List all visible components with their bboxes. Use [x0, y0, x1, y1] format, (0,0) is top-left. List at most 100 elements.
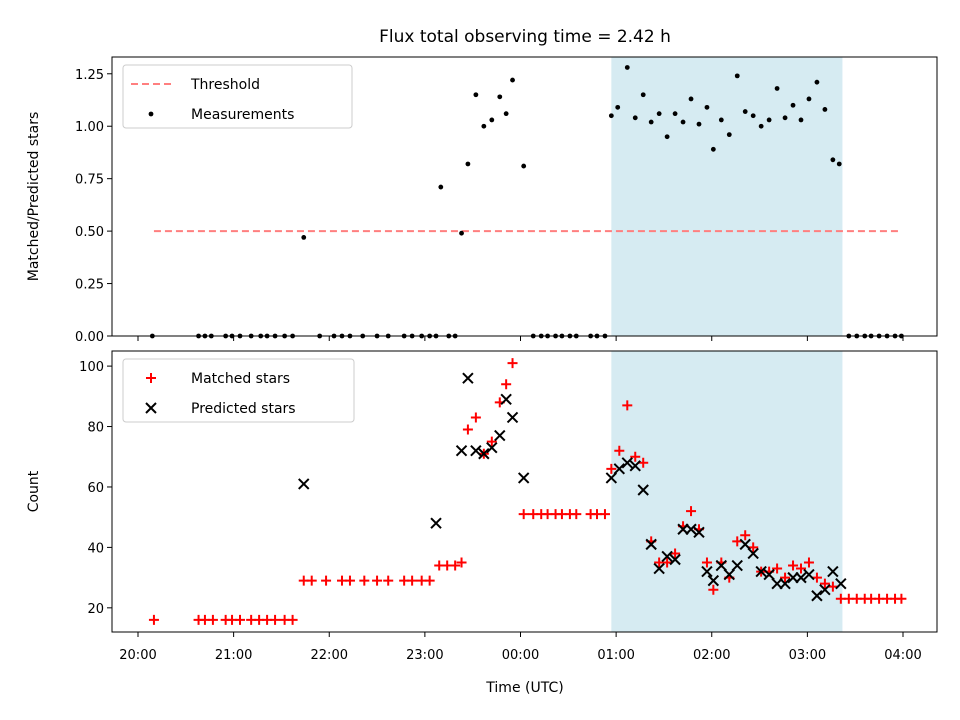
predicted-point [707, 574, 720, 587]
measurement-point [664, 134, 670, 140]
predicted-point [669, 553, 681, 566]
legend-box [122, 64, 353, 129]
predicted-point [430, 517, 442, 529]
predicted-point [613, 463, 626, 475]
measurement-point [656, 111, 662, 117]
x-tick-label: 21:00 [215, 648, 252, 663]
measurement-point [680, 119, 686, 125]
matched-point [606, 463, 617, 474]
predicted-point [462, 372, 474, 384]
predicted-point [701, 565, 713, 578]
matched-point [638, 457, 649, 468]
matched-point [450, 560, 461, 571]
predicted-point [723, 568, 735, 581]
y-tick-label: 60 [87, 481, 104, 496]
matched-point [599, 509, 610, 520]
x-tick-label: 04:00 [884, 648, 921, 663]
predicted-point [739, 538, 751, 551]
measurement-point [814, 79, 820, 85]
y-tick-label: 100 [79, 360, 104, 375]
measurement-point [510, 77, 515, 83]
x-tick-label: 22:00 [311, 648, 348, 663]
bottom-panel: 20 40 60 80 100 20:00 21:00 22:00 23:00 00:00 01:0… [26, 350, 938, 663]
y-tick-label: 20 [87, 602, 104, 617]
measurement-point [503, 111, 509, 117]
matched-point [287, 614, 298, 625]
measurement-point [438, 184, 444, 190]
measurement-point [704, 104, 710, 110]
y-axis-label: Count [26, 470, 42, 512]
predicted-point [779, 577, 791, 590]
matched-point [780, 572, 791, 583]
predicted-point [685, 523, 697, 535]
matched-point [811, 572, 822, 583]
legend-box [122, 358, 355, 423]
y-tick-label: 40 [87, 541, 104, 556]
measurement-point [734, 73, 740, 79]
predicted-point [478, 448, 490, 460]
predicted-point [645, 538, 657, 551]
matched-point [501, 379, 512, 390]
matched-point [571, 509, 582, 520]
measurement-point [774, 86, 780, 91]
predicted-point [731, 559, 743, 572]
matched-point [708, 584, 719, 595]
measurement-point [688, 96, 694, 102]
y-tick-label: 0.25 [75, 278, 104, 293]
predicted-point [819, 583, 831, 596]
matched-point [896, 593, 907, 604]
measurement-point [497, 94, 503, 100]
axes-frame [111, 350, 938, 633]
predicted-point [693, 526, 705, 538]
legend-label: Measurements [191, 107, 294, 123]
x-tick-label: 03:00 [789, 648, 826, 663]
matched-point [270, 614, 281, 625]
predicted-point [500, 393, 512, 406]
matched-point [372, 575, 383, 586]
x-tick-label: 20:00 [119, 648, 156, 663]
measurement-point [465, 161, 471, 167]
measurement-point [481, 123, 487, 129]
shaded-interval [611, 351, 843, 632]
measurement-point [608, 113, 614, 119]
measurement-point [718, 117, 724, 123]
predicted-point [661, 550, 673, 563]
measurement-point [766, 117, 772, 123]
y-tick-label: 0.50 [75, 225, 104, 240]
matched-point [235, 614, 245, 625]
matched-point [507, 358, 518, 369]
matched-point [486, 436, 497, 447]
top-panel: 0.00 0.25 0.50 0.75 1.00 1.25 Matched/Predicte… [26, 56, 938, 345]
shaded-interval [611, 57, 843, 336]
matched-point [748, 542, 759, 553]
y-axis-label: Matched/Predicted stars [26, 112, 42, 282]
predicted-point [803, 568, 815, 581]
predicted-point [517, 472, 530, 484]
matched-point [701, 557, 712, 568]
x-axis-label: Time (UTC) [485, 680, 563, 696]
axes-frame [111, 56, 938, 337]
measurement-point [758, 123, 764, 129]
matched-point [803, 557, 814, 568]
matched-point [462, 424, 473, 435]
matched-point [407, 575, 418, 586]
matched-point [827, 581, 838, 592]
legend: Matched stars Predicted stars [122, 358, 355, 423]
measurement-point [624, 65, 630, 70]
predicted-point [486, 441, 498, 454]
legend-label: Predicted stars [191, 401, 296, 417]
x-tick-label: 23:00 [406, 648, 443, 663]
measurement-point [615, 104, 621, 110]
measurement-point [648, 119, 654, 125]
measurement-point [822, 107, 828, 112]
predicted-point [763, 568, 775, 581]
predicted-point [605, 472, 618, 484]
measurement-point [782, 115, 788, 121]
measurement-point [632, 115, 638, 121]
matched-point [670, 548, 681, 559]
matched-point [456, 557, 467, 568]
predicted-point [827, 565, 839, 578]
matched-point [344, 575, 355, 586]
y-tick-label: 80 [87, 421, 104, 436]
